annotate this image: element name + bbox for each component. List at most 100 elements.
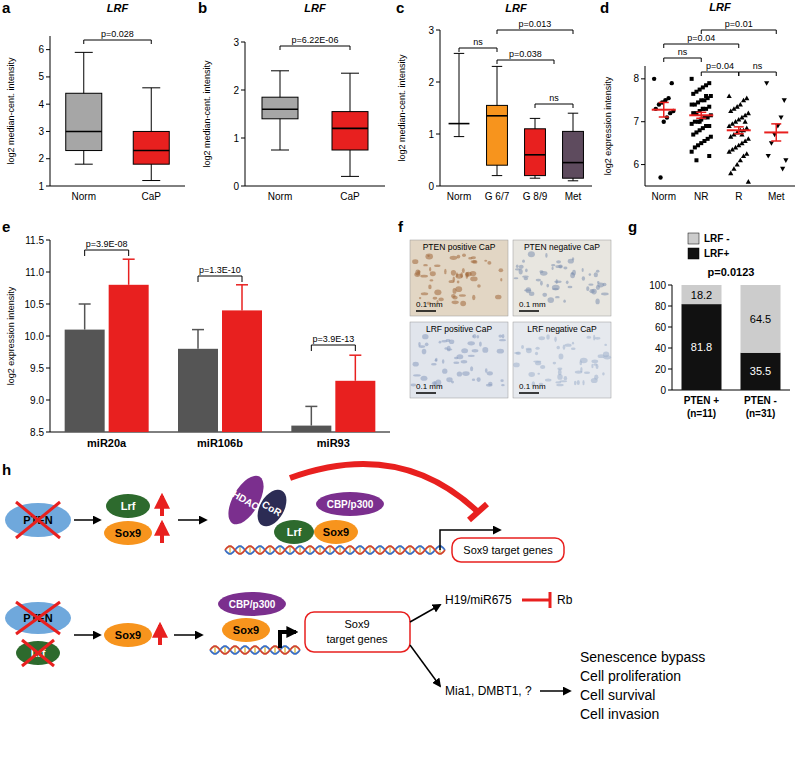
- tissue-texture: [457, 281, 460, 284]
- tissue-texture: [540, 281, 543, 286]
- tissue-texture: [462, 371, 469, 376]
- tissue-texture: [528, 251, 535, 257]
- tissue-texture: [471, 260, 477, 263]
- x-tick-label: Met: [768, 191, 785, 202]
- tissue-texture: [572, 342, 574, 345]
- tissue-texture: [442, 369, 447, 374]
- point: [690, 77, 694, 81]
- arrow: [158, 625, 162, 645]
- tissue-texture: [470, 366, 473, 371]
- dna-rung: [240, 547, 241, 553]
- node: Lrf: [106, 494, 150, 518]
- error-cap: [236, 284, 248, 286]
- dna-rung: [420, 547, 421, 553]
- y-tick: [46, 304, 50, 305]
- significance-bracket: [664, 58, 702, 62]
- plot-area: [66, 52, 170, 180]
- tissue-texture: [556, 260, 561, 263]
- tissue-texture: [472, 295, 475, 300]
- tissue-texture: [515, 268, 521, 270]
- x-tick-label: G 8/9: [523, 191, 548, 202]
- tissue-texture: [485, 368, 488, 373]
- x-axis: [245, 186, 385, 187]
- image-caption: LRF positive CaP: [426, 324, 492, 334]
- legend-swatch: [688, 233, 699, 244]
- annotation: p=3.9E-08: [86, 239, 128, 249]
- plot-area: [449, 53, 584, 180]
- node: PTEN: [5, 503, 71, 537]
- image-caption: PTEN positive CaP: [423, 242, 496, 252]
- bar: [178, 349, 218, 432]
- tissue-texture: [580, 358, 588, 364]
- point: [670, 81, 674, 85]
- point: [728, 134, 733, 139]
- tissue-texture: [552, 288, 559, 290]
- x-tick-label: Norm: [268, 191, 292, 202]
- annotation: p=0.04: [687, 33, 715, 43]
- y-axis-label: log2 expression intensity: [603, 76, 613, 175]
- dna-rung: [400, 547, 401, 553]
- tissue-texture: [547, 297, 554, 303]
- y-tick: [436, 82, 440, 83]
- dna-rung: [295, 647, 296, 653]
- y-axis-label: log2 median-cent. intensity: [6, 57, 16, 165]
- significance-bracket: [497, 60, 554, 64]
- y-tick-label: 40: [655, 343, 667, 354]
- scale-bar-label: 0.1 mm: [416, 300, 443, 309]
- tissue-texture: [479, 341, 482, 346]
- tissue-texture: [501, 384, 505, 386]
- median: [66, 131, 102, 133]
- dna-rung: [255, 647, 256, 653]
- tissue-texture: [462, 268, 465, 273]
- tissue-texture: [447, 349, 453, 351]
- tissue-texture: [602, 283, 606, 286]
- tissue-texture: [452, 296, 458, 300]
- node-label: Sox9: [233, 624, 259, 636]
- tissue-texture: [535, 352, 538, 355]
- tissue-texture: [477, 284, 481, 287]
- arrow: [410, 645, 440, 686]
- dna-strand: [210, 646, 300, 654]
- annotation: ns: [549, 93, 559, 103]
- point: [701, 107, 705, 111]
- target-label: Sox9: [344, 618, 369, 630]
- point: [662, 120, 666, 124]
- tissue-texture: [594, 272, 598, 277]
- dna-rung: [225, 647, 226, 653]
- whisker-cap: [454, 53, 464, 54]
- tissue-texture: [522, 276, 529, 278]
- inhibition-bar: [549, 592, 552, 608]
- x-tick-label: PTEN -: [744, 395, 777, 406]
- point: [735, 104, 740, 109]
- tissue-texture: [495, 295, 501, 300]
- tissue-texture: [591, 364, 593, 368]
- tissue-texture: [514, 352, 520, 354]
- tissue-texture: [425, 342, 429, 346]
- point: [731, 166, 736, 171]
- tissue-texture: [421, 292, 428, 295]
- point: [743, 113, 748, 118]
- node-label: Rb: [557, 593, 573, 607]
- tissue-texture: [502, 334, 505, 339]
- bar: [335, 381, 375, 432]
- tissue-texture: [557, 367, 562, 370]
- deletion-cross: [16, 502, 60, 538]
- plot-area: [652, 77, 789, 184]
- node: Sox9: [104, 521, 152, 545]
- tissue-texture: [582, 276, 585, 281]
- tissue-texture: [570, 273, 575, 278]
- sem-cap: [659, 102, 669, 104]
- tissue-texture: [526, 348, 532, 353]
- dna-rung: [340, 547, 341, 553]
- tissue-texture: [470, 271, 477, 276]
- y-axis: [645, 66, 646, 186]
- sem-cap: [734, 133, 744, 135]
- tissue-texture: [582, 380, 584, 385]
- point: [704, 94, 708, 98]
- point: [744, 151, 749, 156]
- node: CBP/p300: [218, 592, 286, 616]
- median: [525, 154, 546, 156]
- tissue-texture: [567, 286, 572, 288]
- median: [332, 128, 368, 130]
- y-tick-label: 3: [428, 25, 434, 36]
